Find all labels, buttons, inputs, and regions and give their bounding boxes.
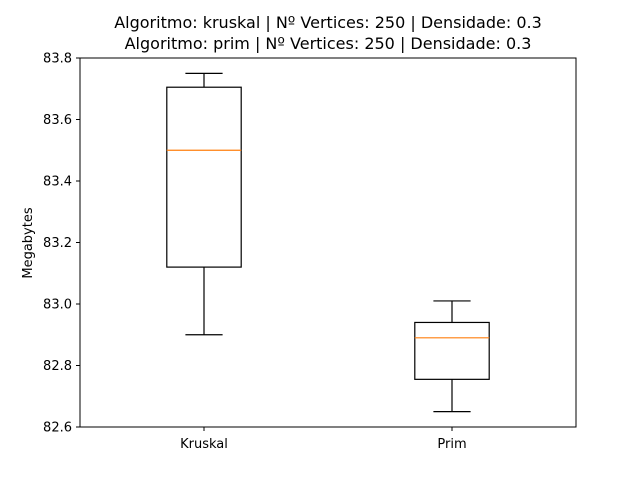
y-axis: 82.6 82.8 83.0 83.2 83.4 83.6 83.8 (43, 52, 80, 436)
chart-title-line-2: Algoritmo: prim | Nº Vertices: 250 | Den… (125, 34, 532, 53)
box-iqr-prim (414, 321, 490, 380)
plot-area (166, 72, 490, 413)
box-kruskal (166, 72, 242, 336)
box-prim (414, 300, 490, 413)
y-tick-label-0: 82.6 (43, 421, 72, 436)
y-tick-label-6: 83.8 (43, 52, 72, 67)
y-axis-label: Megabytes (21, 207, 36, 278)
box-iqr-kruskal (166, 86, 242, 268)
y-tick-label-5: 83.6 (43, 113, 72, 128)
y-tick-label-4: 83.4 (43, 175, 72, 190)
x-tick-label-prim: Prim (437, 437, 466, 452)
axes-frame (79, 57, 577, 428)
chart-title-line-1: Algoritmo: kruskal | Nº Vertices: 250 | … (114, 13, 542, 32)
x-tick-label-kruskal: Kruskal (180, 437, 228, 452)
x-axis: Kruskal Prim (180, 427, 467, 452)
y-tick-label-2: 83.0 (43, 298, 72, 313)
y-tick-label-1: 82.8 (43, 359, 72, 374)
y-tick-label-3: 83.2 (43, 236, 72, 251)
